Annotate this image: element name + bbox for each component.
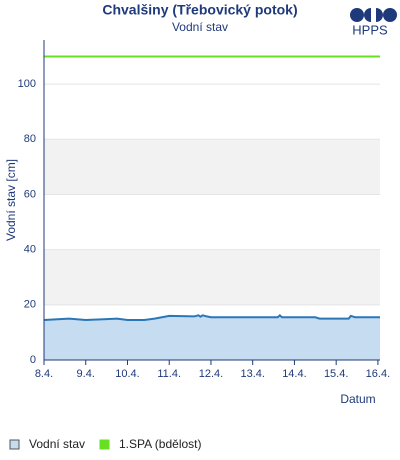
x-tick-label: 14.4. xyxy=(282,368,306,380)
legend-label: Vodní stav xyxy=(29,437,85,451)
x-tick-label: 13.4. xyxy=(240,368,264,380)
x-tick-label: 8.4. xyxy=(35,368,53,380)
x-tick-label: 9.4. xyxy=(77,368,95,380)
y-tick-label: 40 xyxy=(24,244,36,256)
x-tick-label: 10.4. xyxy=(115,368,139,380)
chart-subtitle: Vodní stav xyxy=(172,20,228,34)
series-line xyxy=(43,313,380,322)
legend-swatch xyxy=(9,439,20,450)
chart-title: Chvalšiny (Třebovický potok) xyxy=(102,2,297,18)
plot-band xyxy=(44,139,380,195)
area xyxy=(44,315,380,360)
x-tick-label: 15.4. xyxy=(324,368,348,380)
legend-swatch xyxy=(99,439,110,450)
x-tick-label: 11.4. xyxy=(157,368,181,380)
logo-mark xyxy=(350,8,397,22)
logo-text: HPPS xyxy=(352,22,388,37)
y-tick-label: 0 xyxy=(30,354,36,366)
y-tick-label: 100 xyxy=(18,78,36,90)
y-tick-label: 20 xyxy=(24,299,36,311)
y-tick-label: 60 xyxy=(24,188,36,200)
x-axis-label: Datum xyxy=(340,392,375,406)
y-tick-label: 80 xyxy=(24,133,36,145)
y-axis-label: Vodní stav [cm] xyxy=(4,159,18,241)
x-tick-label: 12.4. xyxy=(199,368,223,380)
x-tick-label: 16.4. xyxy=(366,368,390,380)
legend-label: 1.SPA (bdělost) xyxy=(119,437,202,451)
plot-band xyxy=(44,249,380,305)
